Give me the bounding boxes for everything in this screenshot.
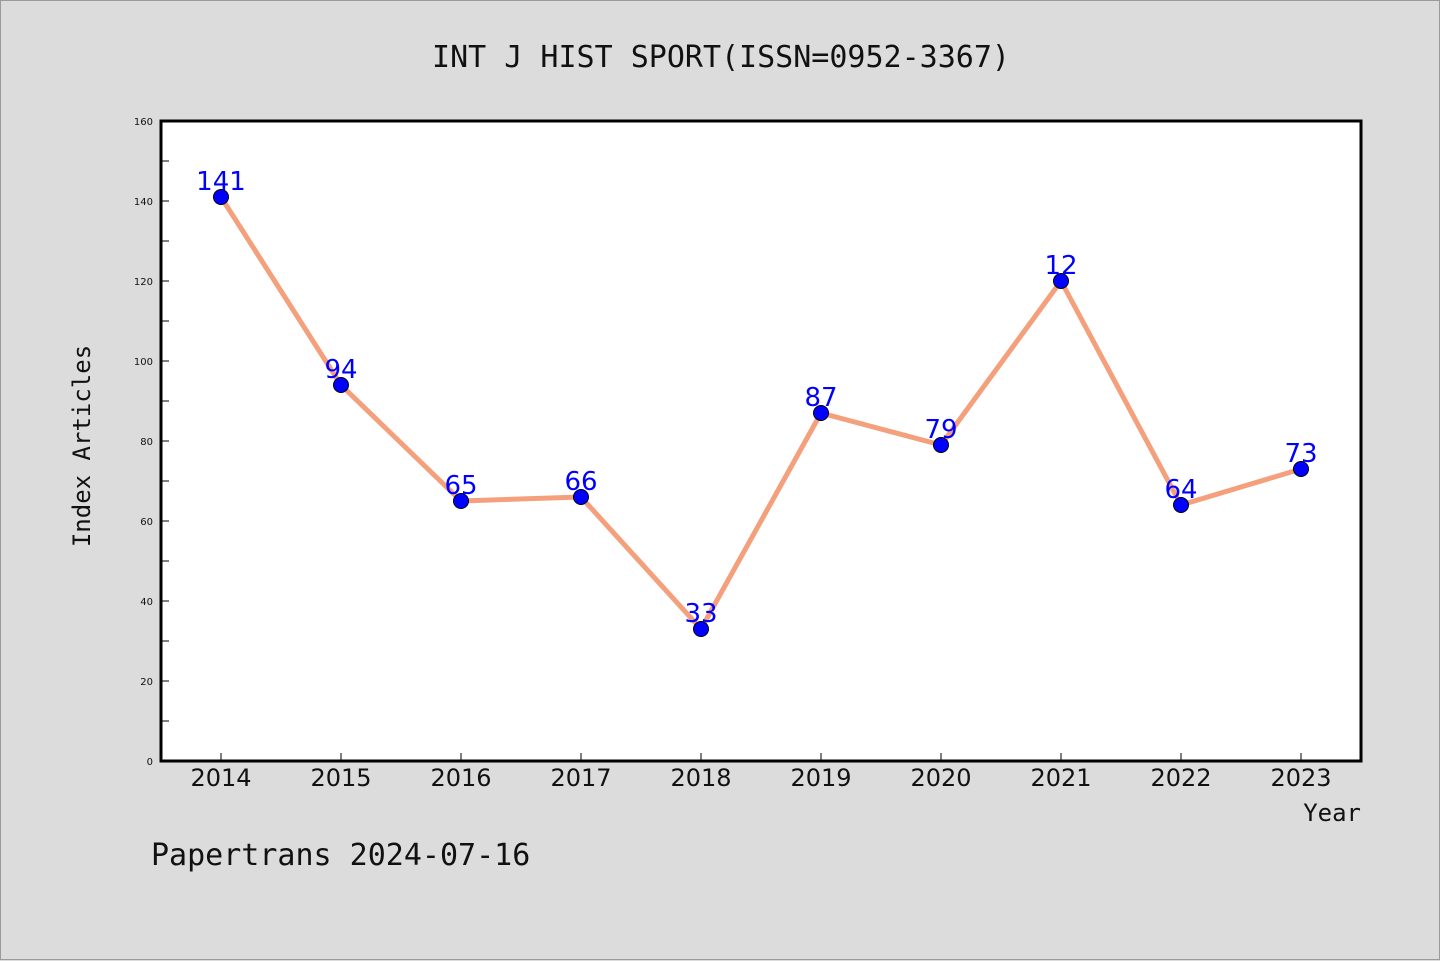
x-tick-label: 2022 [1150,764,1211,792]
chart-title: INT J HIST SPORT(ISSN=0952-3367) [432,40,1010,75]
data-point [813,405,829,421]
y-axis: 0 20 40 60 80 100 120 140 160 [134,117,169,768]
data-label: 66 [564,467,597,497]
y-tick-label: 140 [134,197,153,208]
data-label: 79 [924,415,957,445]
data-point [1053,273,1069,289]
x-tick-label: 2018 [670,764,731,792]
data-point [333,377,349,393]
data-label: 141 [196,167,246,197]
x-tick-label: 2020 [910,764,971,792]
x-axis: 2014 2015 2016 2017 2018 2019 2020 2021 2022 2023 [190,753,1332,792]
y-tick-label: 60 [140,517,153,528]
y-tick-label: 0 [147,757,153,768]
data-label: 94 [324,355,357,385]
y-tick-label: 160 [134,117,153,128]
footer-text: Papertrans 2024-07-16 [151,838,530,873]
series-line [218,195,1302,632]
data-point [1293,461,1309,477]
data-point [933,437,949,453]
x-tick-label: 2014 [190,764,251,792]
x-axis-label: Year [1303,799,1361,827]
data-point [213,189,229,205]
x-tick-label: 2015 [310,764,371,792]
data-label: 33 [684,599,717,629]
y-tick-label: 100 [134,357,153,368]
data-label: 87 [804,383,837,413]
data-label: 12 [1044,251,1077,281]
x-tick-label: 2016 [430,764,491,792]
series-layer [213,189,1309,637]
data-label: 65 [444,471,477,501]
data-point [1173,497,1189,513]
data-point [453,493,469,509]
y-tick-label: 40 [140,597,153,608]
x-tick-label: 2021 [1030,764,1091,792]
data-point [693,621,709,637]
y-tick-label: 80 [140,437,153,448]
x-tick-label: 2017 [550,764,611,792]
data-label-layer: 141 94 65 66 33 87 79 12 64 73 [196,167,1317,629]
plot-area [159,119,1363,763]
data-label: 64 [1164,475,1197,505]
x-tick-label: 2019 [790,764,851,792]
y-tick-label: 120 [134,277,153,288]
x-tick-label: 2023 [1270,764,1331,792]
data-label: 73 [1284,439,1317,469]
y-axis-label: Index Articles [68,345,96,547]
data-point [573,489,589,505]
y-tick-label: 20 [140,677,153,688]
